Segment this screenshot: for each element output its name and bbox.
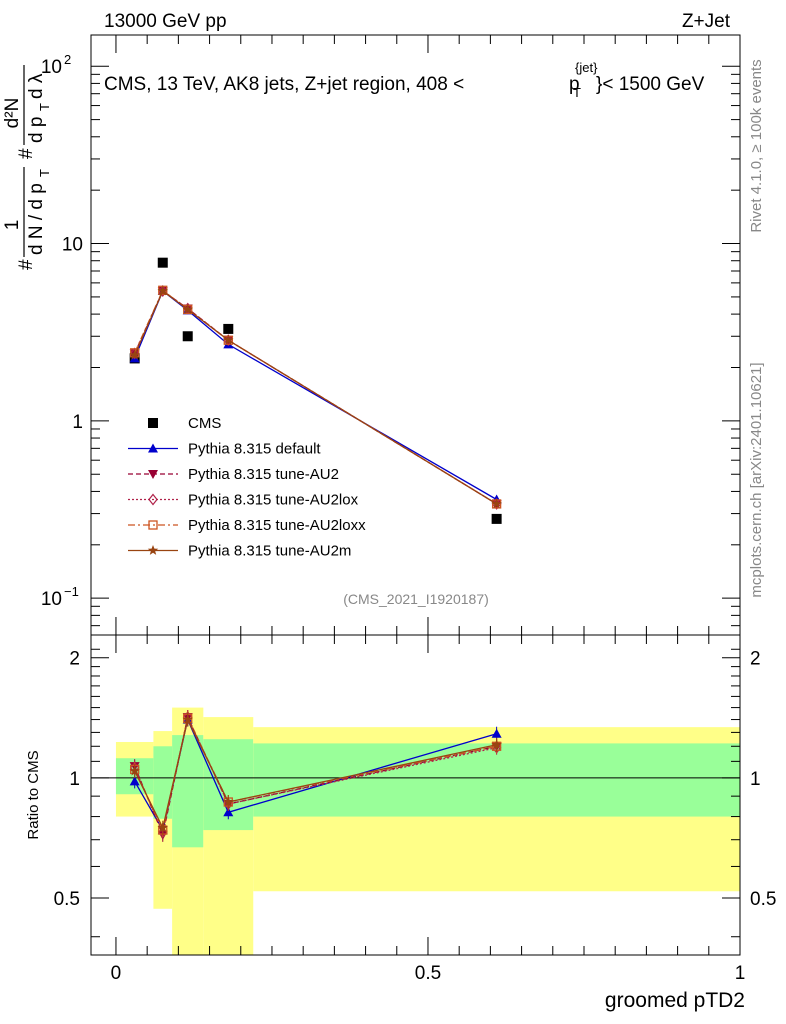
- ylabel-hash-1: #: [16, 259, 37, 270]
- title-sup: {jet}: [575, 60, 598, 75]
- data-point-AU2m: [182, 303, 193, 314]
- x-axis-label: groomed pTD2: [605, 989, 745, 1012]
- main-ylabel: # 1 d N / d p T # d²N d p T d λ: [2, 65, 52, 270]
- x-tick-label: 0: [111, 963, 122, 984]
- ratio-y-tick-label-right: 1: [750, 769, 761, 790]
- title-sub: T: [573, 85, 581, 100]
- title-p: p: [569, 74, 580, 95]
- ratio-y-tick-label-left: 0.5: [54, 889, 80, 910]
- legend-label: Pythia 8.315 default: [188, 441, 321, 458]
- legend-entry-AU2m: Pythia 8.315 tune-AU2m: [128, 543, 351, 560]
- legend-label: Pythia 8.315 tune-AU2loxx: [188, 517, 366, 534]
- x-tick-label: 0.5: [415, 963, 441, 984]
- ylabel-dpt-sub: T: [37, 103, 52, 111]
- data-point-data: [182, 331, 193, 342]
- ylabel-dpt: d p: [26, 117, 47, 143]
- title-main: CMS, 13 TeV, AK8 jets, Z+jet region, 408…: [104, 74, 464, 95]
- ylabel-dlambda: d λ: [26, 73, 47, 99]
- legend-entry-data: CMS: [148, 415, 221, 432]
- legend-label: Pythia 8.315 tune-AU2m: [188, 543, 351, 560]
- legend-label: CMS: [188, 415, 221, 432]
- ratio-point-AU2m: [491, 739, 502, 750]
- series-AU2m: [129, 285, 502, 509]
- x-tick-label: 1: [735, 963, 746, 984]
- ratio-point-default: [223, 807, 234, 817]
- ratio-series: [129, 710, 502, 842]
- ratio-point-AU2m: [129, 765, 140, 776]
- ratio-panel: 2 2 1 1 0.5 0.5 0 0.5 1 Ratio to CMS groomed pTD…: [25, 634, 776, 1012]
- analysis-tag: (CMS_2021_I1920187): [343, 591, 489, 607]
- legend-label: Pythia 8.315 tune-AU2: [188, 466, 339, 483]
- data-point-AU2m: [223, 334, 234, 345]
- legend-entry-AU2lox: Pythia 8.315 tune-AU2lox: [128, 492, 359, 509]
- ratio-y-tick-label-left: 2: [69, 649, 80, 670]
- data-point-AU2m: [129, 349, 140, 360]
- data-point-AU2m: [157, 285, 168, 296]
- ratio-point-AU2m: [182, 714, 193, 724]
- ratio-y-tick-label-right: 0.5: [750, 889, 776, 910]
- main-series: [129, 257, 502, 524]
- legend-marker: [148, 470, 158, 479]
- legend: CMS Pythia 8.315 default Pythia 8.315 tune…: [128, 415, 366, 560]
- series-data: [129, 257, 502, 524]
- legend-entry-default: Pythia 8.315 default: [128, 441, 321, 458]
- data-point-AU2lox: [129, 347, 140, 360]
- legend-marker: [148, 443, 158, 453]
- ylabel-denom-sub: T: [37, 169, 52, 177]
- ratio-point-default: [491, 728, 502, 738]
- legend-marker: [148, 493, 158, 506]
- y-tick-label: 10: [62, 235, 83, 256]
- ratio-frame: [90, 634, 741, 956]
- header-left: 13000 GeV pp: [104, 11, 227, 32]
- ratio-y-tick-label-right: 2: [750, 649, 761, 670]
- data-point-data: [223, 323, 234, 334]
- ylabel-hash-2: #: [16, 148, 37, 159]
- y-tick-label: 1: [72, 412, 83, 433]
- ratio-ylabel: Ratio to CMS: [25, 750, 42, 839]
- y-tick-label: 10: [41, 589, 62, 610]
- chart-title: CMS, 13 TeV, AK8 jets, Z+jet region, 408…: [104, 60, 705, 100]
- header-right: Z+Jet: [682, 11, 731, 32]
- ratio-point-default: [129, 776, 140, 786]
- band-green: [172, 735, 204, 848]
- legend-entry-AU2loxx: Pythia 8.315 tune-AU2loxx: [128, 517, 366, 534]
- legend-marker: [148, 520, 158, 530]
- ratio-point-AU2lox: [223, 798, 234, 810]
- ratio-series-AU2m: [129, 712, 502, 835]
- ratio-y-tick-label-left: 1: [69, 769, 80, 790]
- ratio-bands: [115, 707, 740, 955]
- data-point-data: [157, 257, 168, 268]
- ratio-point-AU2m: [223, 796, 234, 807]
- ylabel-denom: d N / d p: [26, 183, 47, 255]
- legend-label: Pythia 8.315 tune-AU2lox: [188, 492, 359, 509]
- rivet-label: Rivet 4.1.0, ≥ 100k events: [748, 59, 765, 232]
- ylabel-one: 1: [2, 220, 23, 231]
- data-point-AU2m: [491, 498, 502, 509]
- legend-marker: [148, 418, 158, 428]
- ratio-axis-ticks: 2 2 1 1 0.5 0.5 0 0.5 1: [54, 635, 776, 984]
- y-tick-label-sup: −1: [64, 584, 79, 599]
- ratio-point-AU2m: [157, 822, 168, 833]
- data-point-data: [491, 513, 502, 524]
- legend-entry-AU2: Pythia 8.315 tune-AU2: [128, 466, 339, 483]
- title-tail: }< 1500 GeV: [596, 74, 705, 95]
- mcplots-label: mcplots.cern.ch [arXiv:2401.10621]: [748, 362, 765, 597]
- y-tick-label-sup: 2: [64, 52, 71, 67]
- y-tick-label: 10: [41, 57, 62, 78]
- ylabel-num: d²N: [2, 98, 23, 129]
- legend-marker: [147, 545, 159, 555]
- band-green: [153, 746, 173, 819]
